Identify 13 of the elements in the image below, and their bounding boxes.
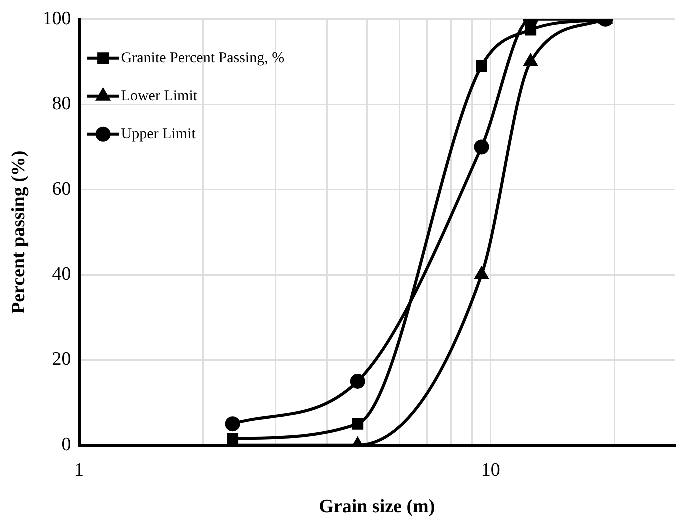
x-tick-label: 10 bbox=[481, 460, 500, 481]
y-tick-label: 20 bbox=[52, 349, 72, 370]
legend-label: Upper Limit bbox=[121, 126, 197, 142]
y-tick-label: 60 bbox=[52, 178, 72, 200]
y-tick-label: 100 bbox=[42, 8, 72, 30]
legend-label: Lower Limit bbox=[121, 88, 198, 104]
legend-label: Granite Percent Passing, % bbox=[121, 50, 285, 66]
y-axis-title: Percent passing (%) bbox=[8, 150, 30, 314]
y-tick-label: 0 bbox=[62, 434, 72, 456]
x-tick-label: 1 bbox=[74, 460, 84, 481]
y-tick-label: 80 bbox=[52, 94, 72, 115]
x-axis-title: Grain size (m) bbox=[319, 496, 436, 518]
y-tick-label: 40 bbox=[52, 264, 72, 285]
